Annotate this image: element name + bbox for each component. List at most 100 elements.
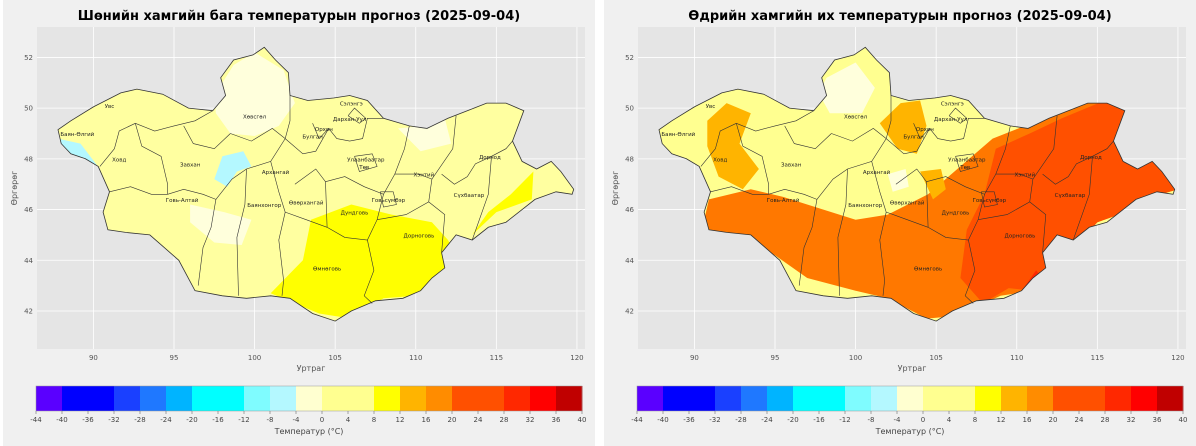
aimag-label: Өмнөговь — [914, 266, 942, 272]
colorbar-tick-label: 8 — [973, 416, 977, 424]
colorbar-segment — [296, 386, 323, 411]
y-tick-label: 50 — [24, 105, 33, 113]
aimag-boundary — [895, 168, 929, 228]
temperature-zone — [920, 169, 946, 200]
aimag-boundary — [1042, 140, 1114, 185]
colorbar-segment — [1079, 386, 1106, 411]
aimag-boundary — [197, 199, 217, 286]
aimag-boundary — [328, 118, 384, 142]
colorbar-segment — [192, 386, 219, 411]
y-tick-label: 48 — [24, 155, 33, 163]
colorbar-segment — [767, 386, 794, 411]
colorbar-tick-label: -12 — [839, 416, 850, 424]
y-tick-label: 42 — [625, 307, 634, 315]
x-axis-label: Уртраг — [898, 364, 927, 373]
colorbar-segment — [845, 386, 872, 411]
y-tick-label: 44 — [625, 257, 634, 265]
colorbar-segment — [374, 386, 401, 411]
colorbar-tick-label: 28 — [1101, 416, 1110, 424]
colorbar-tick-label: 4 — [947, 416, 952, 424]
aimag-label: Дархан-Уул — [333, 117, 367, 123]
aimag-boundary — [768, 188, 818, 200]
aimag-label: Баян-Өлгий — [661, 131, 695, 138]
y-tick-label: 42 — [24, 307, 33, 315]
aimag-label: Төв — [358, 165, 369, 171]
colorbar-tick-label: 40 — [1179, 416, 1188, 424]
colorbar-segment — [270, 386, 297, 411]
y-tick-label: 52 — [24, 54, 33, 62]
colorbar-segment — [637, 386, 664, 411]
aimag-boundary — [784, 125, 832, 150]
aimag-boundary — [913, 123, 930, 140]
colorbar-label: Температур (°C) — [274, 427, 344, 436]
aimag-label: Увс — [706, 104, 716, 110]
y-axis-label: Өргөрөг — [10, 171, 19, 206]
colorbar-segment — [62, 386, 89, 411]
aimag-label: Баянхонгор — [848, 203, 883, 209]
min-temp-map-panel: Шөнийн хамгийн бага температурын прогноз… — [3, 0, 595, 446]
aimag-label: Сүхбаатар — [1055, 193, 1086, 199]
aimag-boundary — [135, 123, 168, 195]
colorbar-frame — [636, 385, 1184, 412]
colorbar-tick-label: -8 — [868, 416, 875, 424]
aimag-label: Архангай — [262, 169, 290, 176]
max-temp-map-panel: Өдрийн хамгийн их температурын прогноз (… — [604, 0, 1196, 446]
aimag-boundary — [230, 95, 291, 142]
colorbar-segment — [218, 386, 245, 411]
colorbar-tick-label: -4 — [293, 416, 301, 424]
aimag-boundary — [978, 201, 1047, 253]
colorbar-segment — [88, 386, 115, 411]
aimag-boundary — [700, 123, 737, 167]
temperature-zone — [214, 52, 295, 136]
aimag-boundary — [871, 161, 887, 296]
colorbar-segment — [1157, 386, 1184, 411]
colorbar-tick-label: -20 — [787, 416, 798, 424]
x-tick-label: 95 — [771, 354, 780, 362]
colorbar-segment — [1105, 386, 1132, 411]
colorbar-tick-label: -28 — [735, 416, 746, 424]
aimag-label: Ховд — [112, 157, 126, 163]
colorbar-tick-label: 40 — [578, 416, 587, 424]
aimag-label: Улаанбаатар — [948, 157, 986, 163]
aimag-boundary — [441, 140, 513, 185]
aimag-boundary — [363, 239, 375, 304]
aimag-boundary — [270, 161, 286, 296]
x-tick-label: 100 — [849, 354, 862, 362]
colorbar-tick-label: 20 — [448, 416, 457, 424]
aimag-label: Өмнөговь — [313, 266, 341, 272]
country-fill — [58, 47, 574, 322]
aimag-boundary — [710, 186, 769, 195]
colorbar-tick-label: 36 — [1153, 416, 1162, 424]
aimag-boundary — [99, 123, 136, 167]
colorbar-tick-label: -24 — [761, 416, 773, 424]
colorbar-tick-label: -40 — [56, 416, 67, 424]
colorbar-label: Температур (°C) — [875, 427, 945, 436]
aimag-label: Өвөрхангай — [890, 199, 925, 206]
temperature-zone — [472, 171, 534, 235]
aimag-label: Хэнтий — [1014, 172, 1035, 179]
colorbar-tick-label: 28 — [500, 416, 509, 424]
colorbar-frame — [35, 385, 583, 412]
aimag-boundary — [285, 211, 328, 228]
x-tick-label: 110 — [409, 354, 422, 362]
colorbar-segment — [426, 386, 453, 411]
min-temp-map: 90 95 100 105 110 115 120525048464442УртрагӨрг… — [10, 27, 587, 436]
colorbar-segment — [556, 386, 583, 411]
colorbar-segment — [244, 386, 271, 411]
aimag-boundary — [394, 173, 433, 180]
colorbar-tick-label: 4 — [346, 416, 351, 424]
colorbar-tick-label: 20 — [1049, 416, 1058, 424]
aimag-label: Улаанбаатар — [347, 157, 385, 163]
colorbar-segment — [114, 386, 141, 411]
max-temp-map: 90 95 100 105 110 115 120525048464442УртрагӨрг… — [611, 27, 1188, 436]
colorbar-tick-label: -16 — [212, 416, 224, 424]
colorbar-tick-label: -20 — [186, 416, 197, 424]
y-tick-label: 52 — [625, 54, 634, 62]
y-axis-label: Өргөрөг — [611, 171, 620, 206]
aimag-label: Булган — [302, 135, 323, 141]
colorbar-segment — [1053, 386, 1080, 411]
aimag-boundary — [831, 95, 892, 142]
temperature-zone — [214, 151, 252, 187]
colorbar-segment — [452, 386, 479, 411]
colorbar-segment — [530, 386, 557, 411]
